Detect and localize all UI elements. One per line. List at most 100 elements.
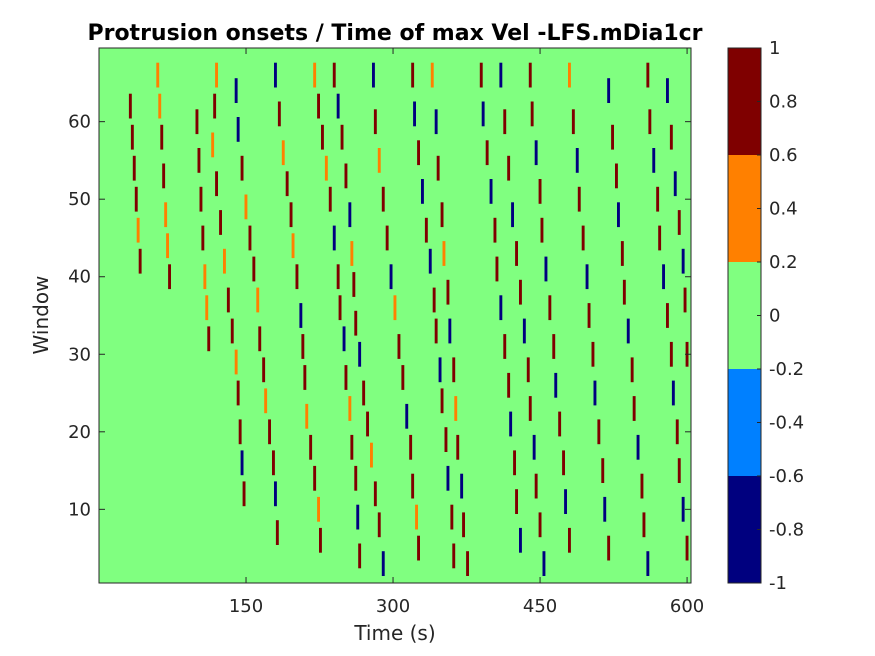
heatmap-cell (532, 434, 536, 460)
heatmap-cell (313, 62, 317, 88)
heatmap-cell (207, 326, 211, 352)
heatmap-cell (377, 148, 381, 173)
heatmap-cell (219, 210, 222, 235)
plot-frame (98, 47, 692, 584)
heatmap-cell (381, 551, 385, 576)
y-tick-label: 20 (68, 422, 91, 443)
heatmap-cell (348, 202, 352, 228)
heatmap-cell (370, 442, 373, 468)
heatmap-cell (669, 341, 673, 367)
heatmap-cell (591, 341, 595, 367)
heatmap-cell (348, 396, 352, 421)
heatmap-cell (411, 473, 415, 499)
heatmap-cell (132, 155, 136, 181)
heatmap-cell (538, 179, 542, 204)
heatmap-cell (281, 140, 285, 166)
heatmap-cell (164, 202, 168, 228)
heatmap-cell (460, 473, 464, 499)
heatmap-cell (381, 186, 385, 212)
heatmap-cell (481, 101, 485, 127)
heatmap-cell (587, 303, 591, 328)
colorbar-bin (728, 476, 761, 583)
heatmap-cell (277, 101, 281, 127)
chart-title: Protrusion onsets / Time of max Vel -LFS… (87, 21, 702, 46)
heatmap-cell (166, 233, 169, 259)
heatmap-cell (336, 264, 340, 290)
colorbar-bin (728, 155, 761, 262)
heatmap-cell (274, 62, 277, 88)
heatmap-cell (601, 458, 605, 483)
heatmap-cell (440, 388, 444, 414)
heatmap-cell (158, 93, 162, 119)
heatmap-cell (336, 93, 340, 119)
heatmap-cell (515, 241, 518, 266)
colorbar-bin (728, 369, 761, 476)
heatmap-cell (519, 279, 522, 305)
heatmap-cell (291, 233, 295, 259)
heatmap-cell (671, 380, 675, 406)
x-axis-ticks: 150 300 450 600 (229, 48, 704, 617)
heatmap-cell (332, 225, 336, 251)
heatmap-cell (493, 217, 497, 243)
heatmap-cell (352, 272, 356, 297)
heatmap-cell (285, 171, 289, 197)
heatmap-cell (385, 225, 389, 251)
y-axis-ticks: 10 20 30 40 50 60 (68, 112, 691, 520)
heatmap-cell (268, 419, 271, 445)
heatmap-cell (195, 109, 199, 135)
heatmap-cell (675, 419, 679, 445)
heatmap-cell (358, 341, 362, 367)
heatmap-cell (342, 326, 346, 352)
heatmap-cell (456, 434, 460, 460)
colorbar-tick-label: -0.6 (769, 466, 804, 487)
heatmap-cell (507, 372, 511, 398)
heatmap-cell (421, 179, 424, 204)
heatmap-cell (607, 78, 611, 103)
heatmap-cell (354, 310, 358, 336)
colorbar-tick-label: -0.2 (769, 359, 804, 380)
x-tick-label: 600 (670, 596, 704, 617)
heatmap-cell (511, 202, 514, 228)
heatmap-cell (405, 403, 409, 429)
heatmap-cell (571, 109, 575, 135)
heatmap-cell (401, 365, 405, 390)
heatmap-cell (669, 124, 673, 150)
heatmap-cell (328, 186, 332, 212)
heatmap-cell (215, 62, 218, 88)
colorbar-tick-label: 0.4 (769, 199, 798, 220)
heatmap-cell (575, 148, 579, 173)
heatmap-cell (515, 489, 518, 514)
heatmap-cell (338, 295, 342, 321)
heatmap-cell (462, 512, 465, 538)
heatmap-cell (262, 357, 266, 383)
heatmap-cell (648, 109, 652, 135)
colorbar-tick-label: 0.6 (769, 145, 798, 166)
heatmap-cell (528, 62, 532, 88)
heatmap-cell (417, 140, 420, 166)
heatmap-cell (677, 458, 681, 483)
heatmap-cell (622, 279, 626, 305)
heatmap-cell (226, 287, 230, 313)
heatmap-cell (372, 62, 375, 88)
heatmap-cell (617, 202, 620, 228)
heatmap-cell (507, 155, 511, 181)
heatmap-cell (393, 295, 397, 321)
heatmap-cell (552, 334, 556, 359)
heatmap-cell (519, 527, 522, 553)
heatmap-cell (440, 202, 444, 228)
heatmap-cell (534, 473, 538, 499)
heatmap-cell (415, 504, 418, 530)
heatmap-cell (275, 520, 279, 545)
heatmap-cell (350, 241, 354, 266)
heatmap-cell (446, 465, 450, 491)
heatmap-cell (234, 78, 238, 103)
heatmap-cell (373, 481, 377, 507)
heatmap-cell (256, 287, 260, 313)
colorbar-tick-label: 0.8 (769, 92, 798, 113)
y-tick-label: 60 (68, 112, 91, 133)
heatmap-cell (646, 62, 650, 88)
y-tick-label: 10 (68, 499, 91, 520)
heatmap-cell (636, 434, 640, 460)
x-tick-label: 300 (376, 596, 410, 617)
heatmap-cell (666, 303, 669, 328)
